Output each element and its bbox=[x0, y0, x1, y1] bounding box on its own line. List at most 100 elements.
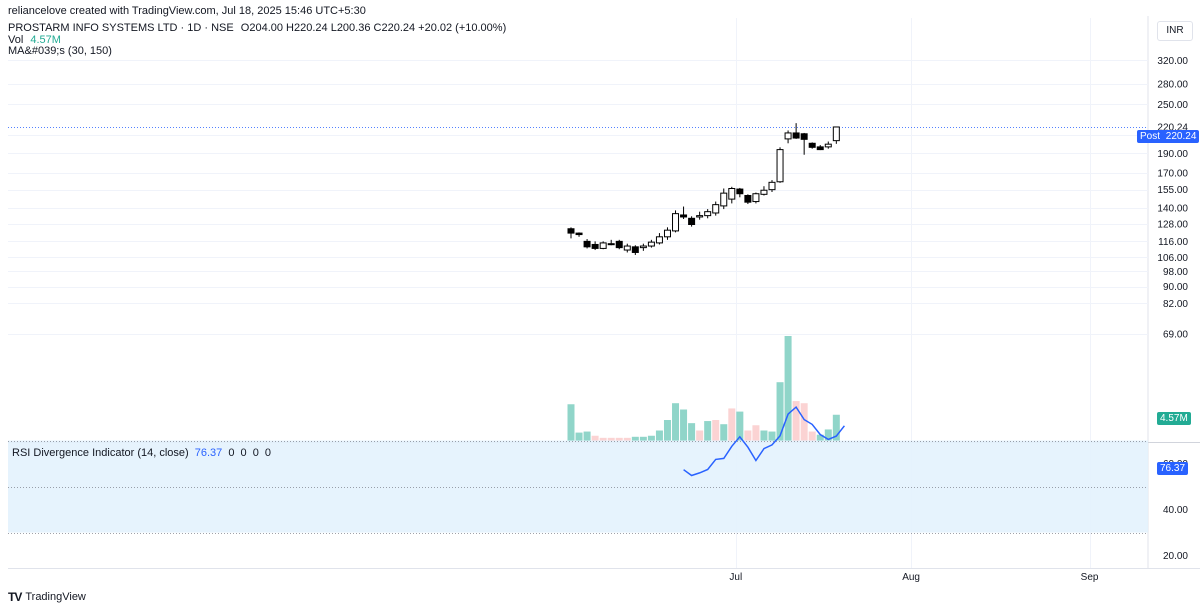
candle-body-up bbox=[663, 229, 671, 238]
volume-last-tag: 4.57M bbox=[1157, 412, 1191, 425]
candle-body-up bbox=[599, 242, 607, 249]
volume-bar bbox=[720, 424, 728, 441]
tradingview-logo-icon[interactable]: TV bbox=[8, 590, 22, 604]
candle bbox=[623, 243, 631, 253]
volume-bar bbox=[631, 436, 639, 441]
candle bbox=[663, 227, 671, 240]
candle bbox=[575, 232, 583, 237]
candle-body-down bbox=[744, 195, 752, 203]
candle-body-up bbox=[720, 192, 728, 207]
time-tick-label: Jul bbox=[729, 572, 742, 583]
candle-body-down bbox=[680, 214, 688, 218]
volume-bar bbox=[816, 434, 824, 441]
candle-body-up bbox=[607, 243, 615, 246]
candle bbox=[672, 210, 680, 233]
volume-bar bbox=[792, 401, 800, 441]
volume-bar bbox=[800, 403, 808, 441]
volume-bars bbox=[567, 336, 840, 441]
rsi-extra-1: 0 bbox=[240, 447, 247, 459]
candle bbox=[784, 130, 792, 144]
candle bbox=[704, 209, 712, 219]
candle bbox=[752, 192, 760, 204]
price-tick-label: 190.00 bbox=[1157, 149, 1188, 160]
price-tick-label: 155.00 bbox=[1157, 185, 1188, 196]
candle bbox=[688, 216, 696, 227]
volume-bar bbox=[607, 437, 615, 441]
volume-bar bbox=[663, 420, 671, 441]
candle-body-down bbox=[575, 232, 583, 236]
volume-value: 4.57M bbox=[30, 34, 61, 46]
volume-bar bbox=[704, 421, 712, 441]
candle bbox=[808, 142, 816, 149]
volume-bar bbox=[776, 382, 784, 441]
candlesticks bbox=[567, 123, 840, 255]
candle bbox=[728, 186, 736, 204]
candle bbox=[599, 241, 607, 250]
rsi-label[interactable]: RSI Divergence Indicator (14, close) bbox=[12, 447, 189, 459]
volume-bar bbox=[808, 431, 816, 441]
candle bbox=[776, 147, 784, 183]
candle bbox=[680, 206, 688, 219]
time-tick-label: Sep bbox=[1081, 572, 1099, 583]
candle-body-up bbox=[655, 236, 663, 244]
currency-selector[interactable]: INR bbox=[1157, 21, 1193, 41]
symbol-name[interactable]: PROSTARM INFO SYSTEMS LTD · 1D · NSE bbox=[8, 22, 234, 34]
volume-bar bbox=[623, 437, 631, 441]
post-label: Post bbox=[1140, 131, 1161, 142]
price-tick-label: 128.00 bbox=[1157, 219, 1188, 230]
price-tick-label: 98.00 bbox=[1163, 267, 1188, 278]
candle bbox=[720, 188, 728, 210]
candle-body-up bbox=[776, 149, 784, 183]
volume-bar bbox=[752, 425, 760, 441]
candle-body-down bbox=[808, 142, 816, 148]
candle-body-up bbox=[623, 245, 631, 251]
time-axis[interactable]: Jul Aug Sep bbox=[729, 572, 1098, 583]
candle bbox=[760, 186, 768, 196]
volume-bar bbox=[736, 411, 744, 441]
candle bbox=[567, 227, 575, 239]
candle-body-down bbox=[688, 217, 696, 225]
volume-bar bbox=[647, 435, 655, 441]
candle-body-up bbox=[704, 211, 712, 217]
candle bbox=[647, 239, 655, 248]
rsi-extra-2: 0 bbox=[252, 447, 259, 459]
candle-body-up bbox=[696, 215, 704, 218]
candle-body-down bbox=[816, 146, 824, 151]
volume-bar bbox=[575, 432, 583, 441]
volume-bar bbox=[583, 431, 591, 441]
volume-bar bbox=[824, 429, 832, 441]
candle-body-up bbox=[712, 204, 720, 214]
candle-body-up bbox=[768, 181, 776, 191]
candle bbox=[736, 187, 744, 198]
post-price: 220.24 bbox=[1165, 131, 1197, 142]
price-tick-label: 69.00 bbox=[1163, 330, 1188, 341]
candle bbox=[655, 233, 663, 245]
volume-bar bbox=[760, 430, 768, 441]
candle bbox=[712, 201, 720, 216]
candle-body-down bbox=[792, 132, 800, 139]
ma-legend[interactable]: MA&#039;s (30, 150) bbox=[8, 45, 112, 57]
candle-body-down bbox=[736, 188, 744, 195]
candle bbox=[639, 243, 647, 251]
volume-bar bbox=[696, 430, 704, 441]
candle bbox=[768, 180, 776, 192]
candle-body-up bbox=[832, 126, 840, 142]
rsi-legend: RSI Divergence Indicator (14, close) 76.… bbox=[12, 447, 271, 459]
candle bbox=[832, 126, 840, 144]
volume-bar bbox=[744, 430, 752, 441]
candle-body-down bbox=[615, 240, 623, 249]
last-price-tick: 220.24 bbox=[1157, 122, 1188, 133]
volume-bar bbox=[567, 404, 575, 441]
grid bbox=[8, 16, 1200, 569]
price-tick-label: 320.00 bbox=[1157, 56, 1188, 67]
price-tick-label: 82.00 bbox=[1163, 299, 1188, 310]
volume-bar bbox=[615, 437, 623, 441]
candle bbox=[615, 239, 623, 250]
chart-credit: reliancelove created with TradingView.co… bbox=[8, 5, 366, 17]
candle bbox=[800, 132, 808, 155]
volume-label[interactable]: Vol bbox=[8, 34, 24, 46]
volume-legend: Vol 4.57M bbox=[8, 34, 61, 47]
candle bbox=[696, 211, 704, 220]
candle-body-down bbox=[567, 228, 575, 234]
